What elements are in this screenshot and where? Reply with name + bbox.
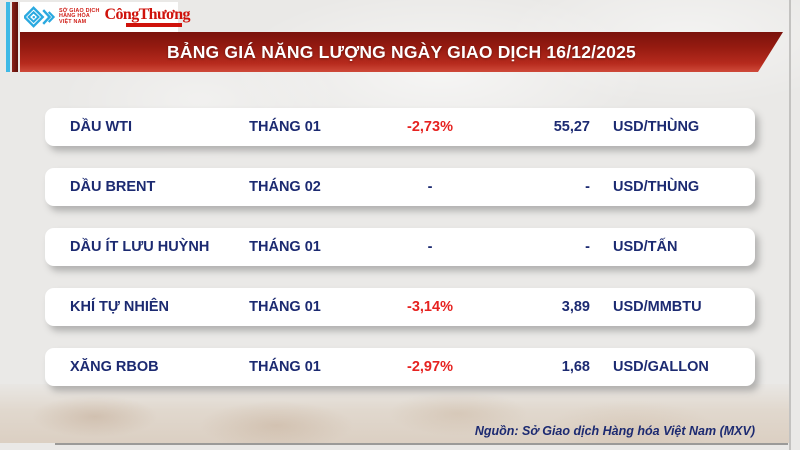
source-caption: Nguồn: Sở Giao dịch Hàng hóa Việt Nam (M… bbox=[474, 424, 755, 438]
mxv-logo-text: SỞ GIAO DỊCH HÀNG HÓA VIỆT NAM bbox=[59, 7, 100, 26]
price-value: - bbox=[585, 239, 590, 255]
table-row: DẦU WTI THÁNG 01 -2,73% 55,27 USD/THÙNG bbox=[45, 108, 755, 146]
logo-bar: SỞ GIAO DỊCH HÀNG HÓA VIỆT NAM CôngThươn… bbox=[20, 2, 191, 32]
commodity-name: DẦU WTI bbox=[70, 119, 133, 135]
commodity-name: XĂNG RBOB bbox=[70, 359, 159, 375]
change-percent: -2,73% bbox=[407, 119, 453, 135]
price-value: 3,89 bbox=[561, 299, 590, 315]
contract-month: THÁNG 01 bbox=[249, 119, 321, 135]
change-percent: - bbox=[427, 179, 433, 195]
contract-month: THÁNG 01 bbox=[249, 299, 321, 315]
change-percent: - bbox=[427, 239, 433, 255]
congthuong-wordmark: CôngThương bbox=[104, 6, 191, 23]
price-value: 1,68 bbox=[561, 359, 590, 375]
commodity-name: DẦU BRENT bbox=[70, 179, 156, 195]
price-unit: USD/THÙNG bbox=[613, 179, 700, 195]
mxv-logo-line3: VIỆT NAM bbox=[59, 18, 87, 25]
table-row: DẦU BRENT THÁNG 02 - - USD/THÙNG bbox=[45, 168, 755, 206]
left-accent-bar-maroon bbox=[12, 2, 18, 72]
commodity-name: DẦU ÍT LƯU HUỲNH bbox=[70, 239, 210, 255]
bottom-edge-line bbox=[55, 443, 788, 445]
mxv-diamond-icon bbox=[24, 6, 56, 28]
price-unit: USD/THÙNG bbox=[613, 119, 700, 135]
contract-month: THÁNG 01 bbox=[249, 239, 321, 255]
table-row: KHÍ TỰ NHIÊN THÁNG 01 -3,14% 3,89 USD/MM… bbox=[45, 288, 755, 326]
price-table: DẦU WTI THÁNG 01 -2,73% 55,27 USD/THÙNG … bbox=[45, 108, 755, 408]
table-row: DẦU ÍT LƯU HUỲNH THÁNG 01 - - USD/TẤN bbox=[45, 228, 755, 266]
mxv-logo-line2: HÀNG HÓA bbox=[59, 13, 90, 20]
congthuong-logo-strip bbox=[125, 23, 182, 27]
price-unit: USD/GALLON bbox=[613, 359, 709, 375]
title-banner: BẢNG GIÁ NĂNG LƯỢNG NGÀY GIAO DỊCH 16/12… bbox=[20, 32, 783, 72]
change-percent: -2,97% bbox=[407, 359, 453, 375]
contract-month: THÁNG 02 bbox=[249, 179, 321, 195]
left-accent-bar-cyan bbox=[6, 2, 10, 72]
commodity-name: KHÍ TỰ NHIÊN bbox=[70, 299, 170, 315]
congthuong-logo: CôngThương bbox=[104, 6, 191, 27]
price-value: - bbox=[585, 179, 590, 195]
page-title: BẢNG GIÁ NĂNG LƯỢNG NGÀY GIAO DỊCH 16/12… bbox=[167, 41, 636, 62]
right-edge-line bbox=[789, 0, 791, 450]
contract-month: THÁNG 01 bbox=[249, 359, 321, 375]
table-row: XĂNG RBOB THÁNG 01 -2,97% 1,68 USD/GALLO… bbox=[45, 348, 755, 386]
price-value: 55,27 bbox=[553, 119, 590, 135]
change-percent: -3,14% bbox=[407, 299, 453, 315]
mxv-logo-line1: SỞ GIAO DỊCH bbox=[59, 7, 100, 14]
price-unit: USD/TẤN bbox=[613, 239, 678, 255]
price-unit: USD/MMBTU bbox=[613, 299, 702, 315]
